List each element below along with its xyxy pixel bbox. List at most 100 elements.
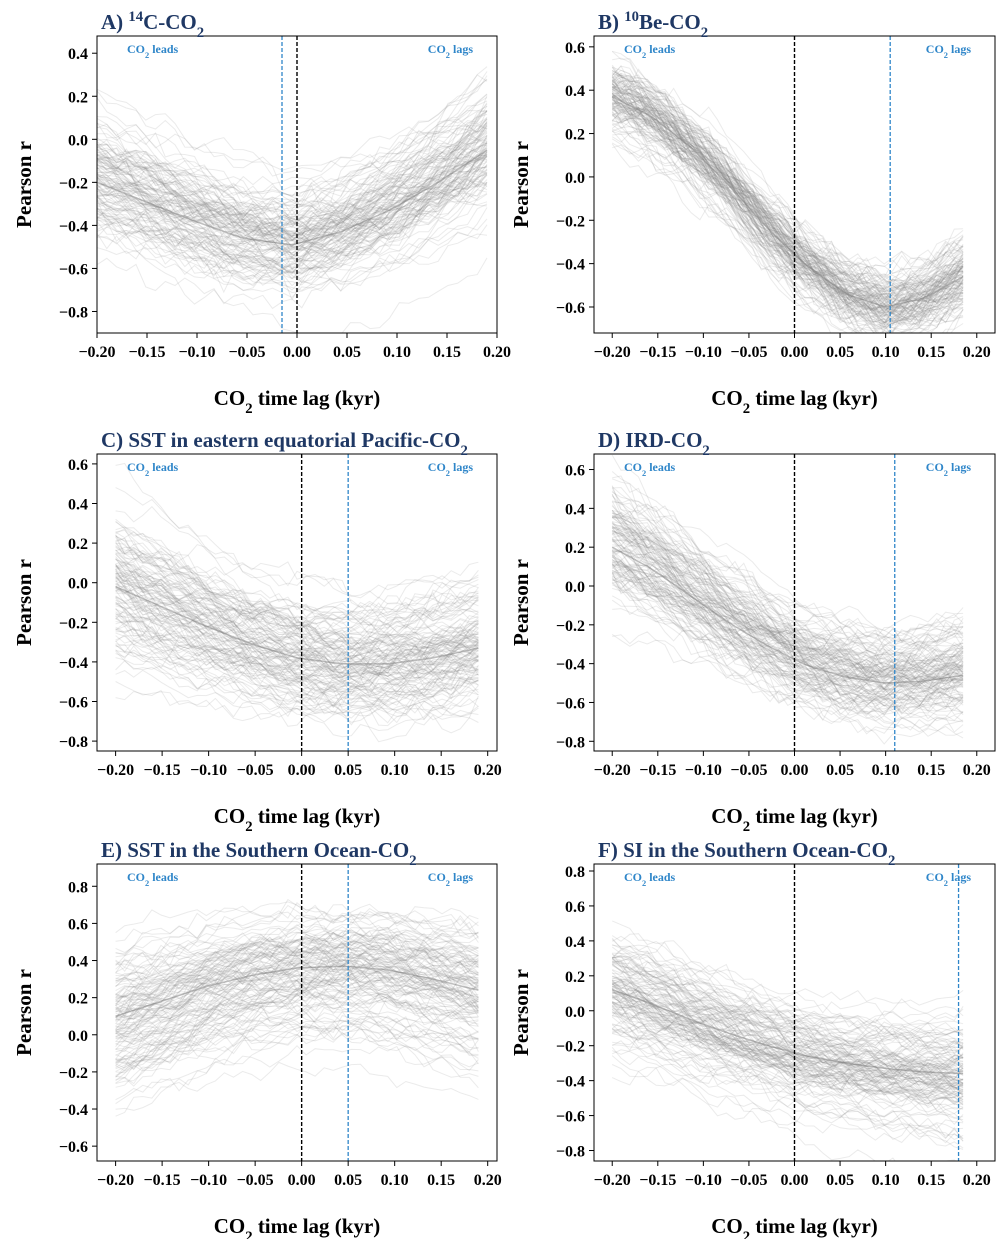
correlation-curve (97, 125, 488, 228)
correlation-curve (97, 138, 488, 257)
correlation-curve (612, 101, 964, 305)
correlation-curve (611, 76, 964, 300)
correlation-curve (115, 564, 479, 631)
correlation-curve (97, 154, 488, 258)
correlation-curve (115, 1015, 479, 1082)
correlation-curve (612, 531, 964, 701)
correlation-curve (612, 525, 964, 672)
correlation-curve (611, 81, 964, 276)
correlation-curve (611, 990, 964, 1074)
x-tick-label: 0.15 (917, 762, 945, 779)
y-tick-label: −0.6 (59, 695, 88, 712)
correlation-curve (115, 930, 479, 1003)
correlation-curve (612, 79, 964, 313)
correlation-curve (612, 1029, 964, 1130)
correlation-curve (612, 527, 964, 683)
correlation-curve (115, 627, 479, 724)
correlation-curve (97, 110, 488, 261)
correlation-curve (97, 153, 488, 251)
correlation-curve (612, 988, 964, 1090)
correlation-curve (115, 549, 479, 631)
correlation-curve (115, 970, 479, 1027)
correlation-curve (97, 142, 488, 248)
y-axis-label: Pearson r (509, 141, 533, 228)
correlation-curve (97, 121, 488, 209)
correlation-curve (97, 117, 488, 241)
correlation-curve (115, 546, 479, 627)
correlation-curve (97, 168, 488, 260)
correlation-curve (612, 526, 964, 672)
correlation-curve (97, 144, 488, 248)
correlation-curve (115, 998, 479, 1089)
x-axis-label: CO2 time lag (kyr) (711, 1214, 878, 1239)
correlation-curve (611, 526, 964, 723)
correlation-curve (611, 80, 964, 323)
correlation-curve (97, 131, 488, 238)
correlation-curve (115, 1011, 479, 1065)
correlation-curve (115, 634, 479, 704)
correlation-curve (612, 548, 964, 655)
correlation-curve (612, 77, 964, 297)
correlation-curve (115, 970, 479, 1034)
correlation-curve (115, 905, 479, 968)
correlation-curve (612, 982, 964, 1038)
co2-lags-label: CO2 lags (926, 460, 972, 478)
correlation-curve (612, 550, 964, 707)
correlation-curve (611, 963, 964, 1074)
correlation-curve (115, 968, 479, 1035)
correlation-curve (115, 962, 479, 1030)
panel-title: F) SI in the Southern Ocean-CO2 (598, 838, 895, 869)
correlation-curve (97, 135, 488, 260)
x-tick-label: 0.20 (963, 1172, 991, 1189)
correlation-curve (115, 570, 479, 624)
correlation-curve (611, 979, 964, 1119)
ensemble-mean-curve (611, 546, 964, 684)
correlation-curve (115, 595, 479, 710)
correlation-curve (612, 1037, 964, 1075)
correlation-curve (612, 956, 964, 1067)
correlation-curve (115, 640, 479, 723)
correlation-curve (611, 66, 964, 327)
correlation-curve (611, 522, 964, 682)
correlation-curve (115, 546, 479, 660)
y-tick-label: −0.8 (59, 734, 88, 751)
correlation-curve (115, 985, 479, 1038)
correlation-curve (115, 911, 479, 979)
correlation-curve (611, 569, 964, 703)
correlation-curve (612, 539, 964, 685)
correlation-curve (115, 995, 479, 1078)
correlation-curve (612, 565, 964, 682)
correlation-curve (612, 550, 964, 666)
correlation-curve (611, 102, 964, 309)
correlation-curve (97, 147, 488, 236)
x-tick-label: −0.05 (237, 762, 274, 779)
correlation-curve (611, 1000, 964, 1106)
correlation-curve (611, 994, 964, 1090)
correlation-curve (612, 539, 964, 702)
correlation-curve (115, 505, 479, 599)
correlation-curve (612, 512, 964, 684)
correlation-curve (115, 561, 479, 676)
correlation-curve (115, 552, 479, 654)
correlation-curve (97, 165, 488, 281)
correlation-curve (612, 523, 964, 632)
correlation-curve (115, 914, 479, 1007)
panel-title: E) SST in the Southern Ocean-CO2 (101, 838, 417, 869)
correlation-curve (612, 978, 964, 1046)
correlation-curve (97, 117, 488, 190)
ensemble-curves (611, 50, 964, 333)
correlation-curve (611, 1010, 964, 1089)
correlation-curve (115, 902, 479, 956)
correlation-curve (611, 529, 964, 716)
correlation-curve (611, 1006, 964, 1090)
correlation-curve (612, 560, 964, 693)
correlation-curve (115, 536, 479, 676)
correlation-curve (611, 575, 964, 706)
correlation-curve (115, 977, 479, 1041)
ensemble-curves (115, 898, 479, 1117)
correlation-curve (115, 964, 479, 1021)
correlation-curve (115, 965, 479, 1040)
y-tick-label: 0.8 (565, 864, 585, 881)
correlation-curve (611, 88, 964, 282)
